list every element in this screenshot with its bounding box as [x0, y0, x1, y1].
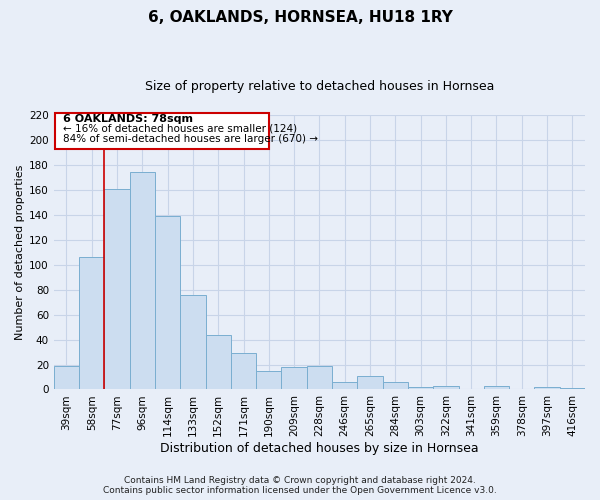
Bar [231, 354, 256, 390]
Bar [180, 294, 206, 390]
Text: Contains HM Land Registry data © Crown copyright and database right 2024.
Contai: Contains HM Land Registry data © Crown c… [103, 476, 497, 495]
Bar [155, 216, 180, 390]
Bar [358, 376, 383, 390]
Y-axis label: Number of detached properties: Number of detached properties [15, 164, 25, 340]
Text: ← 16% of detached houses are smaller (124): ← 16% of detached houses are smaller (12… [62, 124, 297, 134]
FancyBboxPatch shape [55, 112, 269, 148]
Bar [256, 370, 281, 390]
Bar [79, 257, 104, 390]
Text: 6 OAKLANDS: 78sqm: 6 OAKLANDS: 78sqm [62, 114, 193, 124]
Bar [54, 366, 79, 390]
Bar [433, 386, 458, 390]
Text: 84% of semi-detached houses are larger (670) →: 84% of semi-detached houses are larger (… [62, 134, 317, 143]
Bar [560, 388, 585, 390]
Bar [535, 387, 560, 390]
Bar [383, 382, 408, 390]
Bar [130, 172, 155, 390]
X-axis label: Distribution of detached houses by size in Hornsea: Distribution of detached houses by size … [160, 442, 479, 455]
Bar [281, 367, 307, 390]
Bar [484, 386, 509, 390]
Bar [332, 382, 358, 390]
Bar [408, 387, 433, 390]
Bar [307, 366, 332, 390]
Title: Size of property relative to detached houses in Hornsea: Size of property relative to detached ho… [145, 80, 494, 93]
Bar [206, 334, 231, 390]
Text: 6, OAKLANDS, HORNSEA, HU18 1RY: 6, OAKLANDS, HORNSEA, HU18 1RY [148, 10, 452, 25]
Bar [104, 188, 130, 390]
